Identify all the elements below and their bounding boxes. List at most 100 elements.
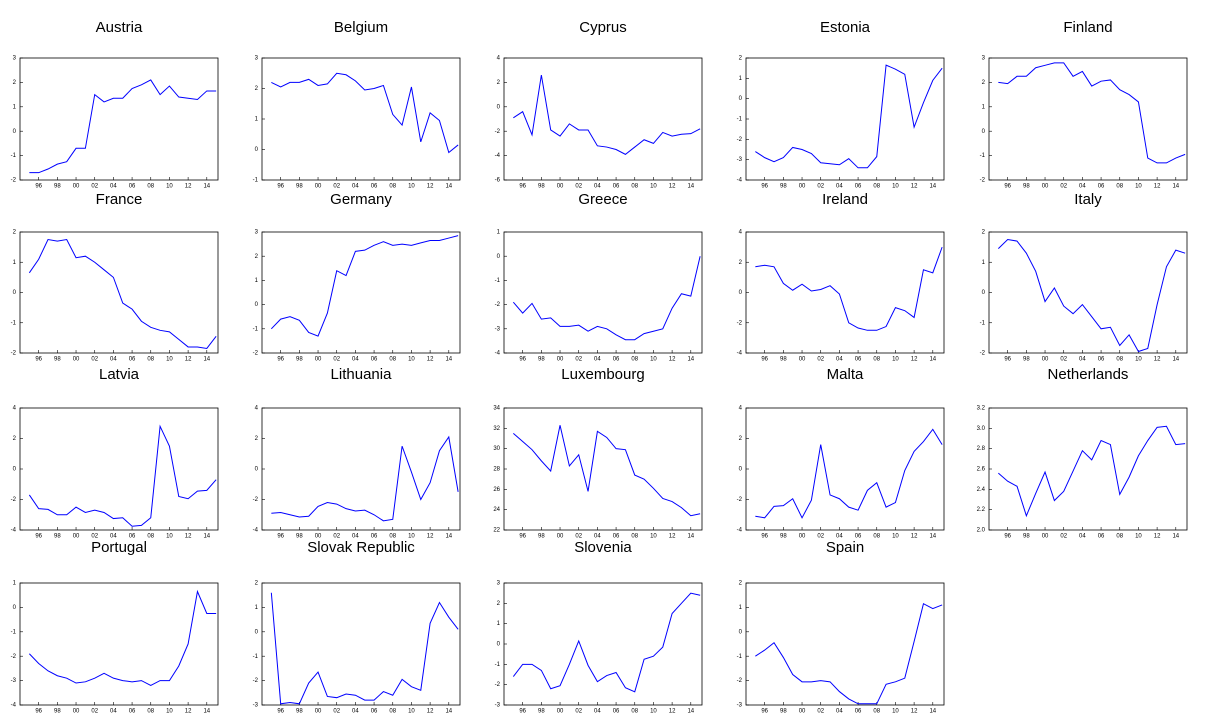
x-tick-label: 12	[669, 534, 676, 540]
panel-title: Finland	[1063, 19, 1112, 36]
y-tick-label: -3	[253, 703, 259, 709]
y-tick-label: -2	[495, 302, 501, 308]
y-tick-label: 4	[255, 406, 259, 412]
y-tick-label: 1	[13, 104, 17, 110]
series-line	[271, 72, 459, 154]
panel-title: Ireland	[822, 191, 868, 208]
series-line	[270, 592, 459, 705]
y-tick-label: -4	[495, 351, 501, 357]
y-tick-label: 0	[13, 605, 17, 611]
y-tick-label: -2	[980, 351, 986, 357]
y-tick-label: 4	[497, 56, 501, 62]
x-tick-label: 06	[613, 357, 620, 363]
plot-frame	[19, 407, 219, 531]
plot-frame	[261, 407, 461, 531]
series-line	[513, 425, 701, 517]
x-tick-label: 04	[1079, 184, 1086, 190]
x-tick-label: 06	[613, 534, 620, 540]
x-tick-label: 10	[650, 534, 657, 540]
plot-frame	[503, 57, 703, 181]
y-tick-label: 2.2	[977, 507, 986, 513]
x-tick-label: 02	[575, 184, 582, 190]
x-tick-label: 98	[1023, 357, 1030, 363]
x-tick-label: 12	[911, 709, 918, 713]
y-tick-label: 4	[739, 230, 743, 236]
panel-title: Slovenia	[574, 539, 632, 556]
x-tick-label: 96	[519, 357, 526, 363]
x-tick-label: 10	[650, 709, 657, 713]
x-tick-label: 12	[1154, 184, 1161, 190]
series-line	[271, 435, 459, 522]
panel-title: France	[96, 191, 143, 208]
x-tick-label: 10	[1135, 534, 1142, 540]
x-tick-label: 00	[73, 357, 80, 363]
y-tick-label: 4	[739, 406, 743, 412]
y-tick-label: -1	[11, 320, 17, 326]
y-tick-label: 2	[13, 80, 17, 86]
x-tick-label: 02	[817, 709, 824, 713]
x-tick-label: 14	[687, 534, 694, 540]
x-tick-label: 96	[35, 534, 42, 540]
x-tick-label: 06	[855, 534, 862, 540]
panel-title: Netherlands	[1048, 366, 1129, 383]
x-tick-label: 96	[761, 534, 768, 540]
y-tick-label: 0	[982, 129, 986, 135]
plot-frame	[745, 407, 945, 531]
x-tick-label: 08	[873, 357, 880, 363]
x-tick-label: 00	[799, 357, 806, 363]
x-tick-label: 08	[873, 184, 880, 190]
x-tick-label: 14	[687, 184, 694, 190]
x-tick-label: 98	[54, 534, 61, 540]
x-tick-label: 06	[371, 357, 378, 363]
x-tick-label: 04	[836, 709, 843, 713]
y-tick-label: 0	[13, 290, 17, 296]
y-tick-label: 0	[982, 290, 986, 296]
y-tick-label: 2	[13, 230, 17, 236]
x-tick-label: 08	[389, 534, 396, 540]
x-tick-label: 02	[1060, 357, 1067, 363]
series-line	[512, 592, 701, 693]
panel-title: Latvia	[99, 366, 140, 383]
panel-title: Portugal	[91, 539, 147, 556]
x-tick-label: 10	[166, 534, 173, 540]
y-tick-label: 2	[497, 601, 501, 607]
x-tick-label: 98	[296, 534, 303, 540]
series-line	[28, 239, 217, 350]
x-tick-label: 04	[352, 184, 359, 190]
x-tick-label: 00	[315, 709, 322, 713]
x-tick-label: 98	[538, 709, 545, 713]
panel: Luxembourg 22 24 26 28 30 32 34 96 98 00 02 04 06 08 10…	[493, 366, 703, 540]
y-tick-label: -2	[11, 497, 17, 503]
x-tick-label: 04	[836, 534, 843, 540]
x-tick-label: 96	[761, 709, 768, 713]
x-tick-label: 12	[185, 709, 192, 713]
x-tick-label: 98	[538, 184, 545, 190]
y-tick-label: 1	[497, 621, 501, 627]
x-tick-label: 12	[1154, 357, 1161, 363]
x-tick-label: 02	[1060, 184, 1067, 190]
x-tick-label: 06	[855, 709, 862, 713]
series-line	[512, 256, 701, 341]
plot-frame	[503, 407, 703, 531]
x-tick-label: 08	[631, 534, 638, 540]
y-tick-label: 0	[739, 629, 743, 635]
x-tick-label: 08	[631, 709, 638, 713]
y-tick-label: -2	[737, 497, 743, 503]
x-tick-label: 98	[780, 184, 787, 190]
x-tick-label: 06	[1098, 534, 1105, 540]
y-tick-label: -2	[11, 178, 17, 184]
x-tick-label: 96	[1004, 534, 1011, 540]
x-tick-label: 96	[519, 709, 526, 713]
panel-title: Italy	[1074, 191, 1102, 208]
x-tick-label: 02	[333, 184, 340, 190]
y-tick-label: -2	[11, 654, 17, 660]
x-tick-label: 06	[129, 184, 136, 190]
x-tick-label: 02	[333, 709, 340, 713]
x-tick-label: 14	[929, 357, 936, 363]
x-tick-label: 96	[761, 357, 768, 363]
y-tick-label: -3	[11, 678, 17, 684]
x-tick-label: 14	[445, 357, 452, 363]
